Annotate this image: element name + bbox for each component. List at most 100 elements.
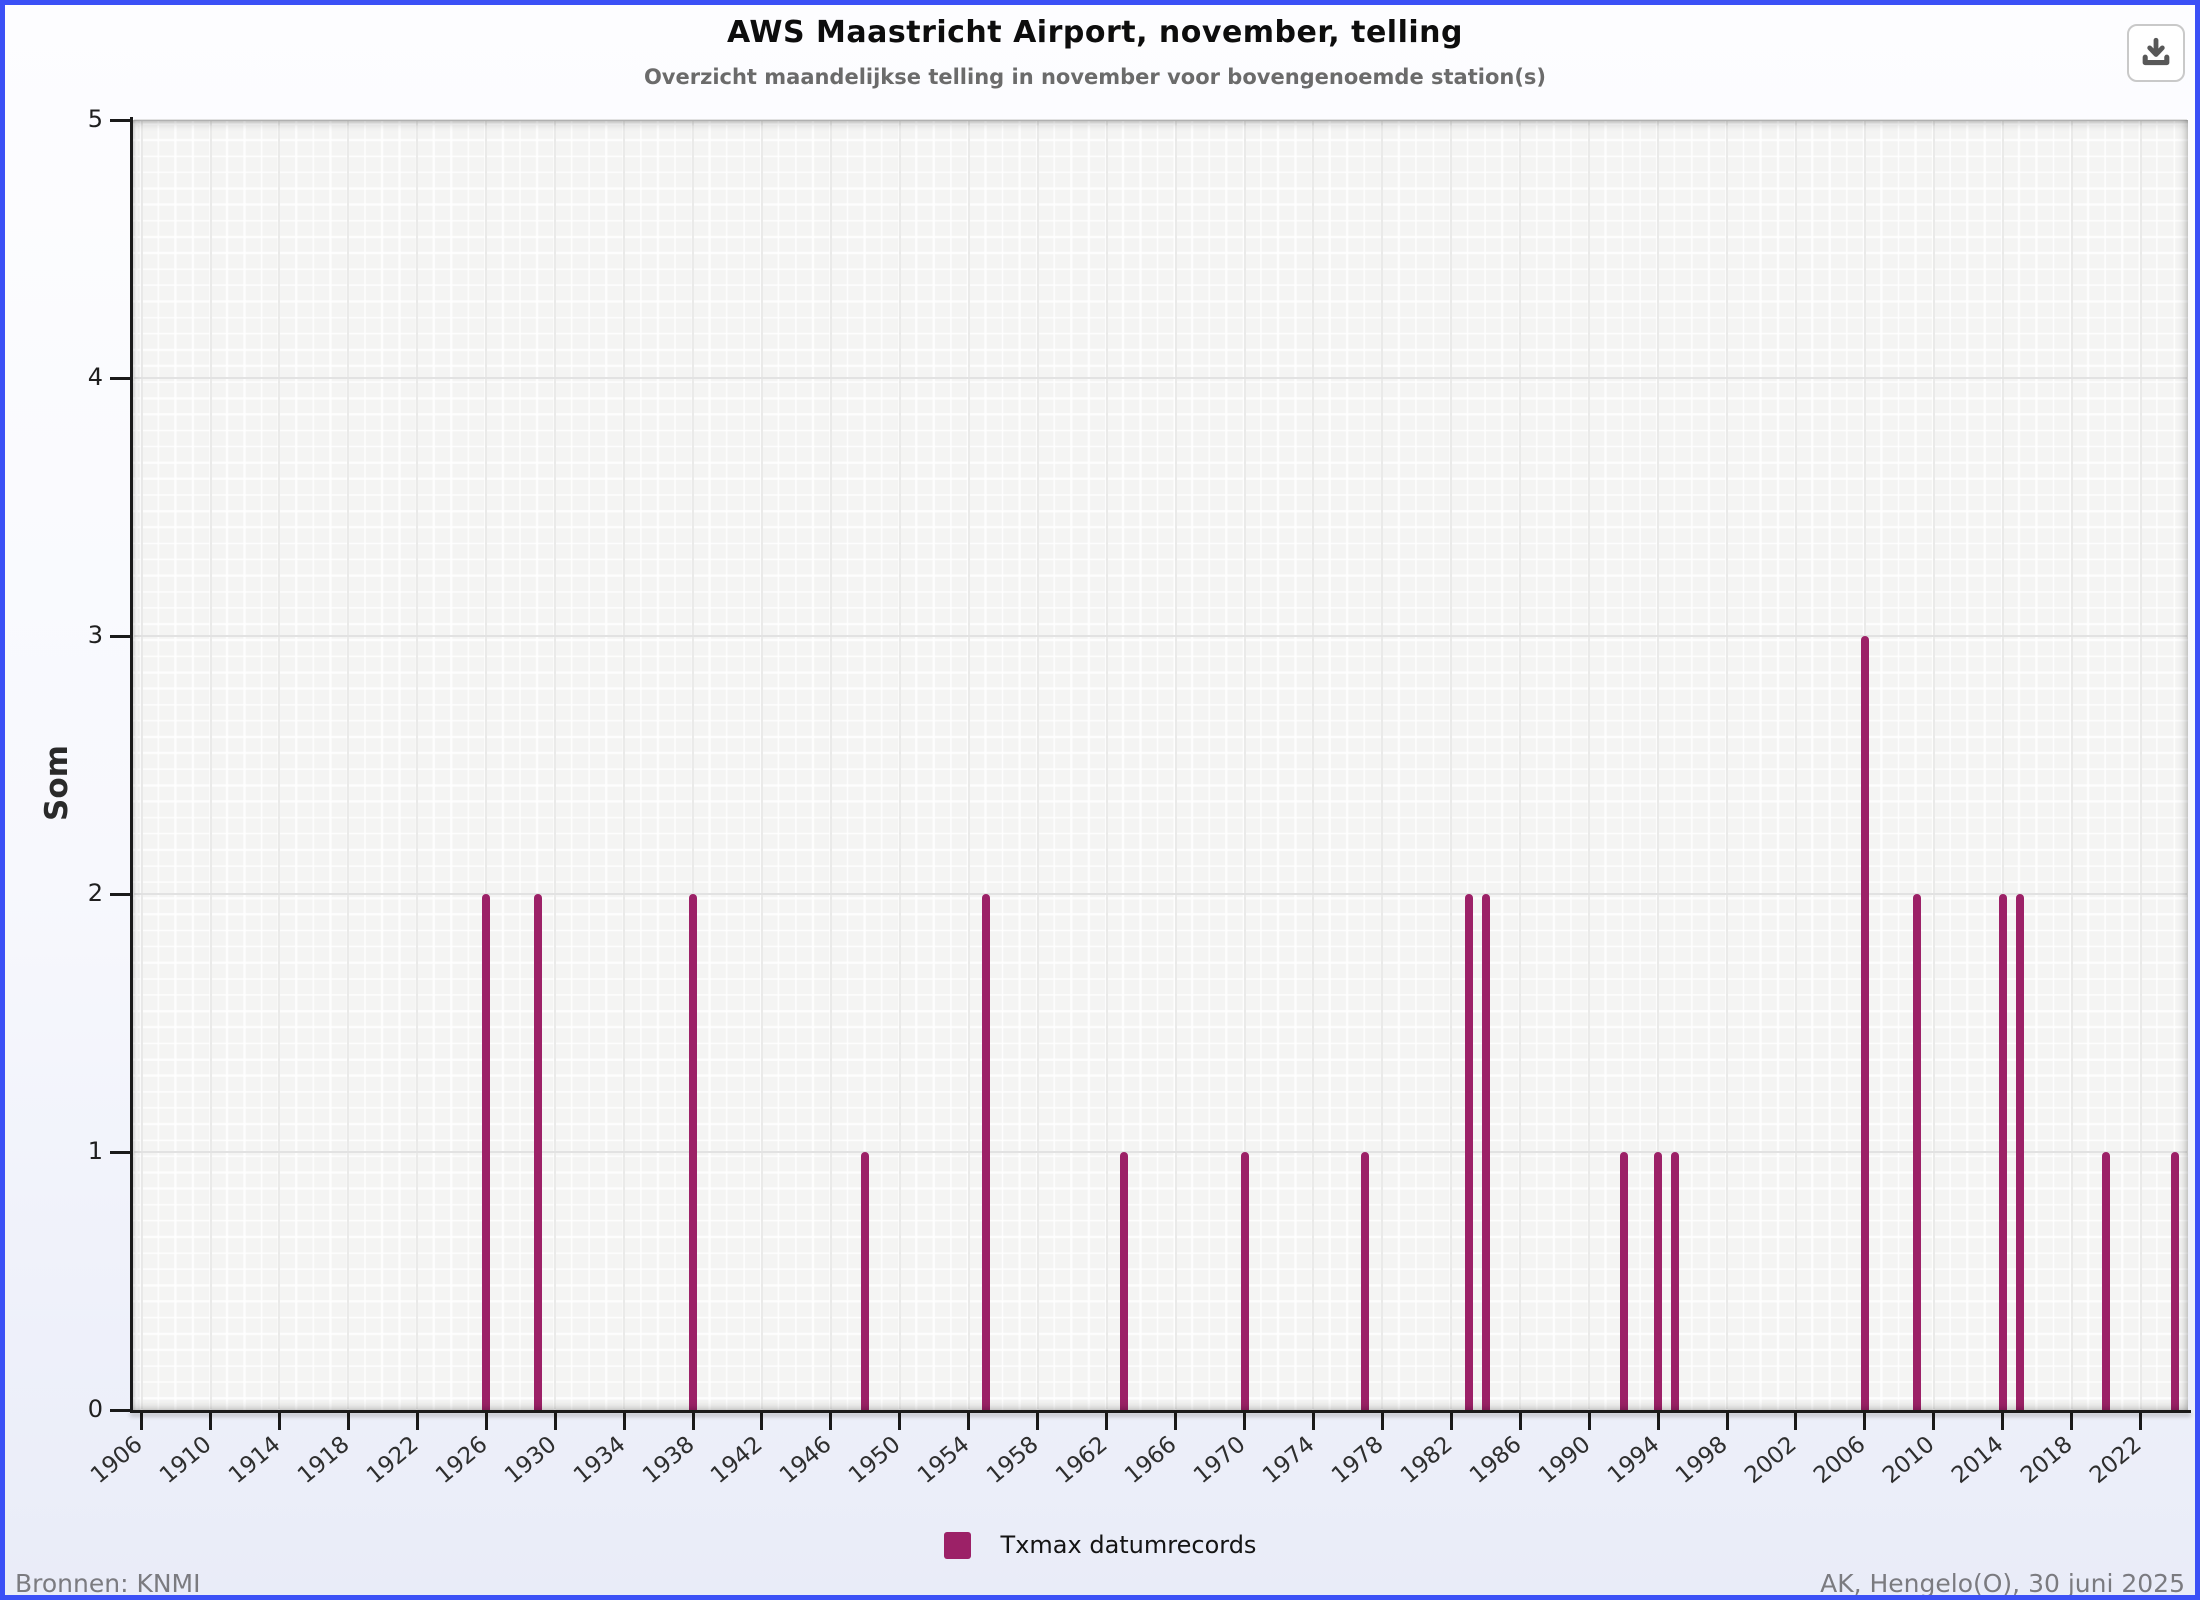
chart-subtitle: Overzicht maandelijkse telling in novemb…: [643, 65, 1547, 89]
x-tick: [1518, 1413, 1522, 1430]
y-tick-label: 4: [87, 363, 103, 391]
x-tick: [1932, 1413, 1936, 1430]
bar-1992[interactable]: [1619, 1152, 1628, 1410]
bar-1948[interactable]: [861, 1152, 870, 1410]
x-tick-label: 1946: [775, 1431, 837, 1489]
x-tick: [691, 1413, 695, 1430]
x-tick: [2001, 1413, 2005, 1430]
y-tick: [110, 376, 133, 380]
x-gridline: [1450, 121, 1453, 1409]
x-tick: [2070, 1413, 2074, 1430]
bar-2014[interactable]: [1998, 894, 2007, 1410]
x-tick: [1449, 1413, 1453, 1430]
y-gridline: [134, 119, 2187, 121]
y-gridline: [134, 635, 2187, 637]
x-tick-label: 1906: [86, 1431, 148, 1489]
legend-label[interactable]: Txmax datumrecords: [1000, 1531, 1257, 1559]
download-button[interactable]: [2127, 24, 2185, 82]
x-tick: [415, 1413, 419, 1430]
x-gridline: [2139, 121, 2142, 1409]
x-axis-line: [130, 1410, 2191, 1413]
bar-2006[interactable]: [1860, 636, 1869, 1410]
bar-1977[interactable]: [1361, 1152, 1370, 1410]
x-tick-label: 1922: [361, 1431, 424, 1489]
x-tick-label: 2022: [2085, 1431, 2147, 1489]
bar-1926[interactable]: [482, 894, 491, 1410]
x-tick-label: 1958: [982, 1431, 1044, 1489]
bar-1955[interactable]: [982, 894, 991, 1410]
x-gridline: [347, 121, 350, 1409]
bar-1983[interactable]: [1464, 894, 1473, 1410]
x-gridline: [967, 121, 970, 1409]
x-gridline: [416, 121, 419, 1409]
x-tick-label: 1974: [1257, 1431, 1320, 1489]
bar-1984[interactable]: [1481, 894, 1490, 1410]
x-tick: [1105, 1413, 1109, 1430]
y-tick: [110, 1150, 133, 1154]
x-tick: [484, 1413, 488, 1430]
x-tick-label: 2014: [1947, 1431, 2009, 1489]
y-gridline: [134, 377, 2187, 379]
x-tick: [1243, 1413, 1246, 1430]
y-gridline: [134, 893, 2187, 895]
x-tick-label: 1990: [1533, 1431, 1596, 1489]
x-tick-label: 1954: [913, 1431, 975, 1489]
x-tick: [1794, 1413, 1798, 1430]
x-tick-label: 1986: [1464, 1431, 1527, 1489]
x-tick: [1311, 1413, 1315, 1430]
x-gridline: [1312, 121, 1315, 1409]
bar-2015[interactable]: [2015, 894, 2024, 1410]
legend: Txmax datumrecords: [5, 1525, 2195, 1565]
x-tick: [1036, 1413, 1040, 1430]
x-tick-label: 1910: [155, 1431, 217, 1489]
x-tick: [277, 1413, 281, 1430]
x-gridline: [1794, 121, 1797, 1409]
x-gridline: [209, 121, 212, 1409]
x-tick-label: 1934: [568, 1431, 631, 1489]
bar-1994[interactable]: [1654, 1152, 1663, 1410]
x-tick: [553, 1413, 557, 1430]
bar-2024[interactable]: [2171, 1152, 2180, 1410]
x-gridline: [278, 121, 281, 1409]
legend-swatch[interactable]: [943, 1531, 971, 1559]
x-tick: [760, 1413, 764, 1430]
x-gridline: [692, 121, 695, 1409]
x-tick: [140, 1413, 144, 1430]
x-tick-label: 1970: [1188, 1431, 1251, 1489]
y-tick: [110, 118, 133, 122]
x-tick: [2139, 1413, 2143, 1430]
bar-1963[interactable]: [1119, 1152, 1128, 1410]
x-tick: [1863, 1413, 1867, 1430]
bar-1995[interactable]: [1671, 1152, 1680, 1410]
bar-2009[interactable]: [1912, 894, 1921, 1410]
x-gridline: [1588, 121, 1591, 1409]
bar-1929[interactable]: [533, 894, 542, 1410]
x-tick-label: 1978: [1326, 1431, 1389, 1489]
x-tick-label: 1930: [499, 1431, 562, 1489]
x-gridline: [1174, 121, 1177, 1409]
page-title: AWS Maastricht Airport, november, tellin…: [727, 15, 1463, 50]
x-gridline: [760, 121, 763, 1409]
x-tick: [1656, 1413, 1660, 1430]
x-gridline: [1726, 121, 1729, 1409]
bar-1938[interactable]: [689, 894, 698, 1410]
x-gridline: [623, 121, 626, 1409]
x-tick-label: 2018: [2016, 1431, 2078, 1489]
x-tick: [1587, 1413, 1591, 1430]
x-tick-label: 1942: [706, 1431, 769, 1489]
x-tick: [898, 1413, 902, 1430]
x-tick: [209, 1413, 213, 1430]
x-tick: [346, 1413, 350, 1430]
plot-area: [133, 120, 2188, 1410]
y-tick: [110, 634, 133, 638]
x-tick-label: 1926: [430, 1431, 493, 1489]
bar-1970[interactable]: [1240, 1152, 1249, 1410]
bar-2020[interactable]: [2102, 1152, 2111, 1410]
download-icon: [2138, 35, 2174, 71]
x-gridline: [1243, 121, 1246, 1409]
credit-text: AK, Hengelo(O), 30 juni 2025: [1820, 1569, 2185, 1598]
x-tick: [1380, 1413, 1384, 1430]
x-tick: [622, 1413, 626, 1430]
y-gridline: [134, 1151, 2187, 1153]
